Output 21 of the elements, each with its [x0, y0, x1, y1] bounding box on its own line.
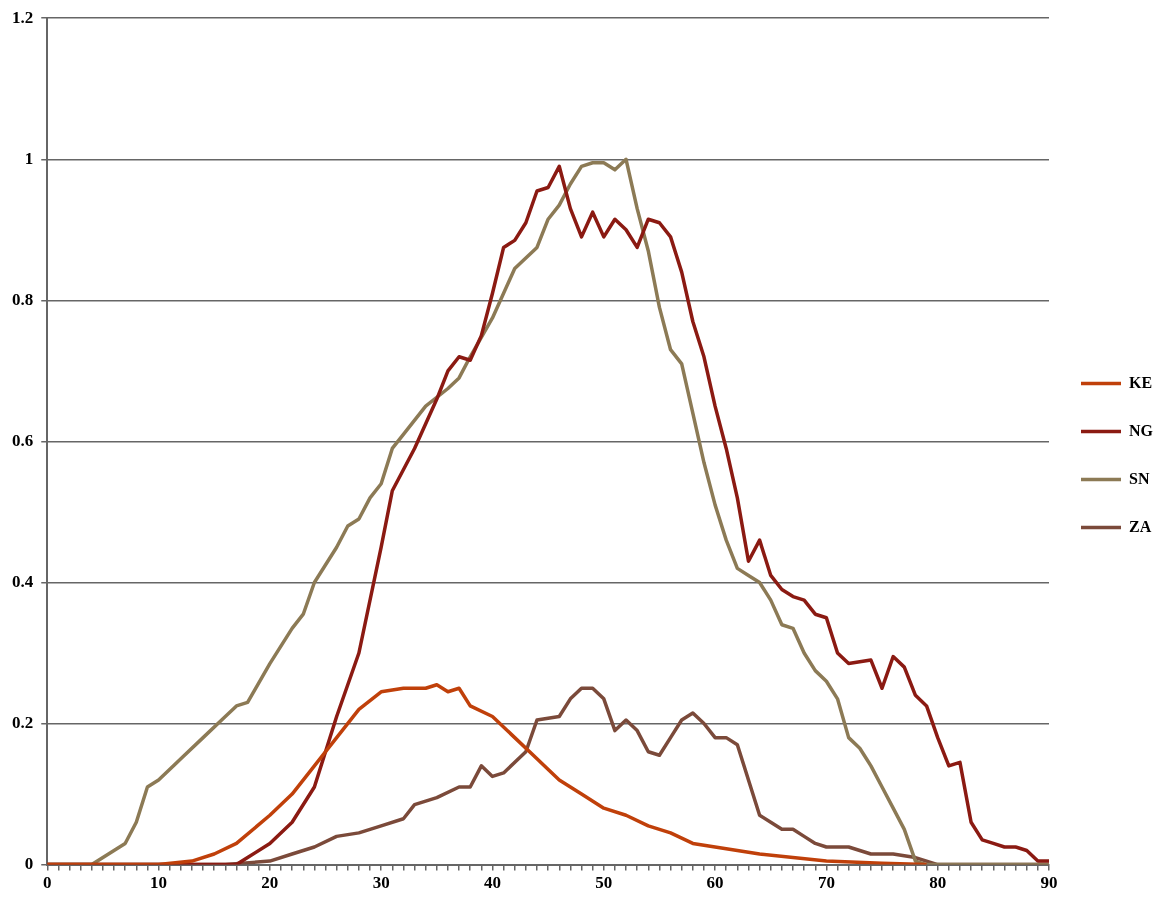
y-tick-label: 0.8	[12, 289, 34, 309]
x-tick-label: 30	[372, 873, 390, 893]
y-tick-label: 0.6	[12, 430, 34, 450]
legend-label: NG	[1129, 421, 1154, 439]
x-tick-label: 90	[1040, 873, 1058, 893]
y-tick-label: 1.2	[12, 7, 34, 27]
x-tick-label: 40	[483, 873, 501, 893]
legend-label: ZA	[1129, 517, 1152, 535]
y-tick-label: 0.2	[12, 712, 34, 732]
y-tick-label: 0.4	[12, 571, 34, 591]
legend-label: SN	[1129, 469, 1150, 487]
x-tick-label: 50	[595, 873, 613, 893]
x-tick-label: 0	[43, 873, 52, 893]
x-tick-label: 70	[817, 873, 835, 893]
x-tick-label: 20	[261, 873, 279, 893]
y-tick-label: 0	[24, 853, 34, 873]
x-tick-label: 60	[706, 873, 724, 893]
x-tick-label: 10	[150, 873, 168, 893]
x-tick-label: 80	[929, 873, 947, 893]
legend-label: KE	[1129, 373, 1153, 391]
y-tick-label: 1	[24, 148, 34, 168]
